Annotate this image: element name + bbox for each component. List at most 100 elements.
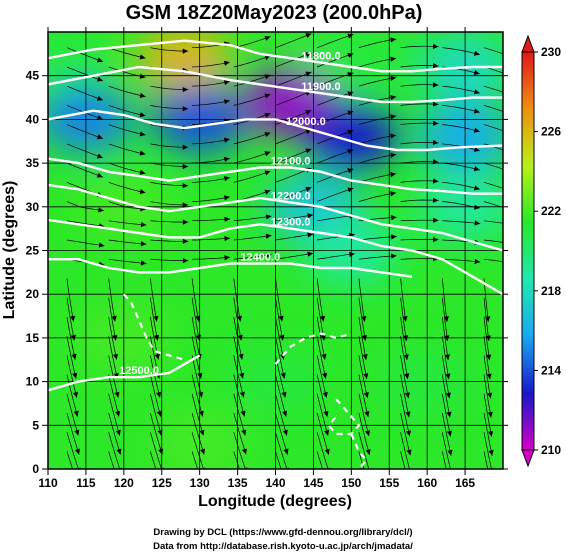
streamline — [358, 77, 397, 87]
streamline — [108, 297, 117, 341]
streamline — [317, 234, 355, 241]
streamline — [150, 162, 189, 167]
streamline — [441, 336, 450, 380]
streamline-arrow — [473, 185, 480, 191]
streamline — [400, 355, 409, 399]
colorbar-tick-label: 218 — [541, 284, 561, 298]
streamline — [66, 432, 79, 469]
streamline — [400, 336, 409, 380]
streamline-arrow — [182, 202, 189, 208]
x-axis-title: Longitude (degrees) — [198, 493, 352, 510]
streamline — [441, 297, 448, 342]
streamline — [66, 393, 79, 436]
streamline — [400, 432, 410, 469]
streamline-arrow — [305, 71, 312, 77]
streamline-arrow — [182, 144, 189, 150]
streamline — [108, 258, 147, 264]
streamline — [108, 201, 146, 210]
contour-line-dashed — [327, 398, 361, 436]
y-tick-label: 45 — [26, 69, 40, 83]
streamline — [150, 393, 162, 436]
contour-label: 12100.0 — [271, 155, 311, 167]
streamline — [108, 85, 146, 97]
colorbar-gradient — [521, 51, 535, 451]
streamline-arrow — [265, 214, 272, 220]
streamline-arrow — [156, 391, 162, 398]
streamline — [358, 451, 365, 469]
streamline-arrow — [321, 353, 327, 360]
colorbar-max-arrow — [521, 34, 535, 53]
streamline — [192, 61, 230, 68]
streamline-arrow — [433, 217, 439, 223]
streamline-arrow — [139, 188, 146, 195]
y-tick-label: 20 — [26, 287, 40, 301]
chart-title: GSM 18Z20May2023 (200.0hPa) — [126, 2, 423, 24]
streamline-arrow — [391, 253, 397, 259]
streamline-arrow — [514, 113, 520, 118]
streamline-arrow — [112, 353, 119, 360]
streamline-arrow — [223, 156, 230, 162]
streamline-arrow — [154, 353, 160, 360]
streamline — [108, 239, 147, 245]
streamline-arrow — [182, 183, 189, 189]
streamline — [150, 239, 189, 242]
streamline — [275, 278, 283, 322]
streamline-arrow — [390, 133, 397, 139]
streamline — [442, 258, 481, 263]
streamline-arrow — [514, 190, 520, 195]
streamline — [191, 451, 199, 469]
streamline — [316, 393, 329, 436]
streamline — [275, 451, 282, 469]
streamline — [66, 413, 80, 455]
streamline-arrow — [473, 108, 480, 114]
field-sample — [136, 32, 233, 93]
streamline — [358, 255, 397, 260]
streamline — [108, 336, 118, 379]
y-tick-label: 35 — [26, 156, 40, 170]
streamline — [317, 91, 354, 106]
streamline-arrow — [283, 448, 289, 455]
x-tick-label: 135 — [228, 476, 248, 490]
streamline-arrow — [405, 430, 412, 437]
colorbar-tick-label: 214 — [541, 363, 561, 377]
streamline-arrow — [432, 178, 439, 184]
streamline-arrow — [307, 213, 314, 219]
streamline — [275, 148, 312, 164]
colorbar-tick-label: 210 — [541, 443, 561, 457]
streamline-arrow — [239, 372, 245, 379]
colorbar-ticks: 210 214 218 222 226 230 — [534, 45, 561, 457]
contour-line — [48, 354, 201, 392]
contour-line — [48, 157, 503, 195]
streamline-arrow — [264, 151, 271, 157]
streamline-arrow — [365, 430, 371, 437]
streamline — [108, 181, 146, 194]
streamline — [317, 72, 354, 87]
streamline — [400, 297, 407, 341]
streamline — [233, 432, 246, 469]
contour-label: 11900.0 — [301, 81, 340, 93]
streamline-arrow — [285, 486, 290, 492]
streamline-arrow — [70, 315, 76, 322]
streamline — [191, 393, 204, 436]
streamline — [233, 254, 272, 260]
streamline — [317, 53, 354, 68]
streamline-arrow — [362, 354, 368, 360]
contour-line-dashed — [350, 433, 368, 469]
streamline — [150, 355, 161, 398]
credit-line-2: Data from http://database.rish.kyoto-u.a… — [153, 541, 413, 552]
streamline-arrow — [182, 163, 189, 170]
streamline — [441, 393, 451, 437]
streamline — [316, 451, 323, 469]
streamline — [66, 85, 104, 101]
streamline-arrow — [139, 150, 146, 156]
streamline-arrow — [72, 372, 78, 379]
y-axis-title: Latitude (degrees) — [1, 181, 18, 320]
streamline-arrow — [115, 429, 121, 436]
streamline-arrow — [182, 219, 189, 225]
streamline — [233, 451, 240, 469]
streamline — [192, 237, 231, 241]
streamline-arrow — [96, 172, 103, 178]
streamline — [66, 66, 104, 82]
streamline-arrow — [432, 43, 439, 49]
